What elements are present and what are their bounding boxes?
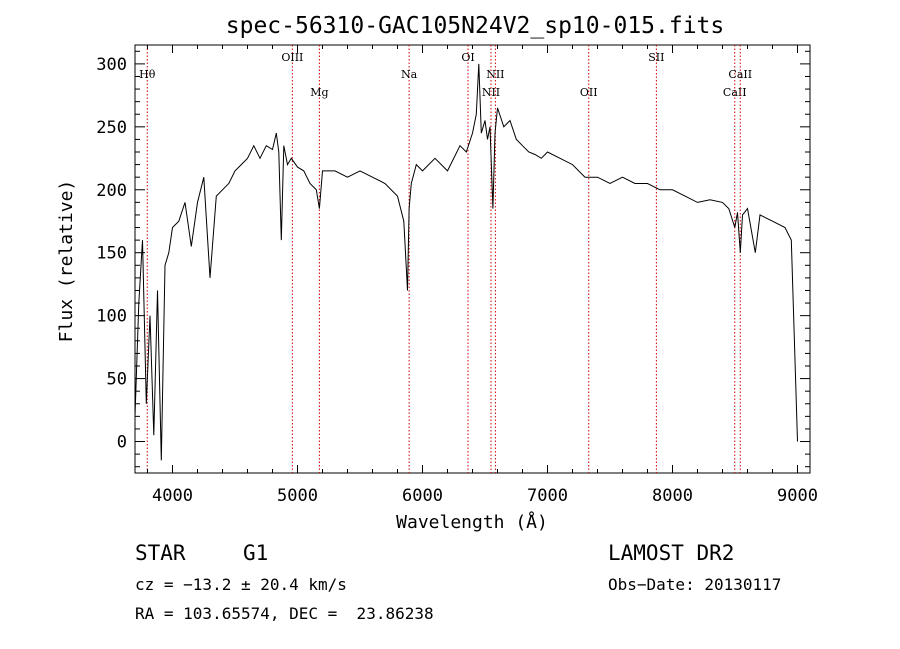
y-tick-label: 100 <box>96 307 127 327</box>
y-tick-label: 200 <box>96 181 127 201</box>
x-axis-ticks: 4000 5000 6000 7000 8000 9000 <box>147 45 818 506</box>
x-tick-label: 7000 <box>527 486 568 506</box>
obs-date-text: Obs−Date: 20130117 <box>608 575 782 594</box>
x-tick-label: 9000 <box>777 486 818 506</box>
y-axis-ticks: 0 50 100 150 200 250 300 <box>96 50 810 468</box>
x-tick-label: 8000 <box>652 486 693 506</box>
y-tick-label: 50 <box>107 370 127 390</box>
line-marker-label: CaII <box>723 86 747 99</box>
line-marker-label: Hθ <box>139 68 156 81</box>
object-subclass: G1 <box>243 541 269 565</box>
spectrum-line <box>134 63 798 461</box>
y-tick-label: 150 <box>96 244 127 264</box>
y-tick-label: 0 <box>117 433 127 453</box>
line-marker-label: NII <box>482 86 500 99</box>
y-tick-label: 250 <box>96 118 127 138</box>
x-axis-label: Wavelength (Å) <box>396 511 548 533</box>
chart-title: spec-56310-GAC105N24V2_sp10-015.fits <box>226 13 725 39</box>
survey-name: LAMOST DR2 <box>608 541 735 565</box>
y-axis-label: Flux (relative) <box>56 180 77 343</box>
line-marker-label: OIII <box>281 51 303 64</box>
line-marker-label: Mg <box>310 86 328 99</box>
x-tick-label: 5000 <box>277 486 318 506</box>
coordinates-text: RA = 103.65574, DEC = 23.86238 <box>135 604 434 623</box>
line-marker-label: OII <box>580 86 598 99</box>
line-marker-label: CaII <box>728 68 752 81</box>
line-marker-label: SII <box>648 51 664 64</box>
x-tick-label: 4000 <box>152 486 193 506</box>
line-marker-label: NII <box>486 68 504 81</box>
y-tick-label: 300 <box>96 55 127 75</box>
line-marker-label: OI <box>461 51 474 64</box>
plot-frame <box>134 44 811 474</box>
x-tick-label: 6000 <box>402 486 443 506</box>
object-class: STAR <box>135 541 186 565</box>
spectral-line-markers: Hθ OIII Mg Na OI NII NII OII SII CaII CaII <box>139 45 752 473</box>
line-marker-label: Na <box>401 68 418 81</box>
redshift-text: cz = −13.2 ± 20.4 km/s <box>135 575 347 594</box>
